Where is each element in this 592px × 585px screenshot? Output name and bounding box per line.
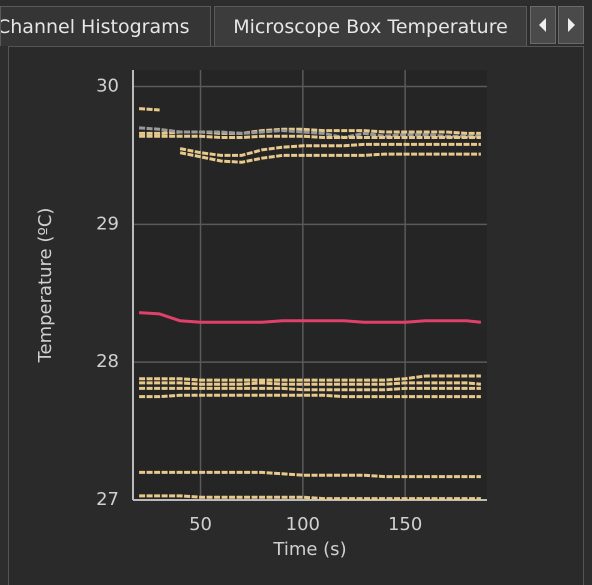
- series-line: [179, 142, 481, 157]
- tab-scroll-left[interactable]: [530, 6, 556, 44]
- tab-label: Microscope Box Temperature: [233, 16, 508, 38]
- arrow-icon: [568, 18, 575, 32]
- tab-scroll-right[interactable]: [558, 6, 584, 44]
- x-tick-label: 50: [189, 514, 212, 535]
- y-tick-label: 29: [96, 213, 119, 234]
- series-line: [139, 393, 481, 399]
- y-tick-label: 27: [96, 489, 119, 510]
- series-line: [138, 126, 481, 139]
- series-line: [138, 107, 160, 112]
- series-line: [139, 134, 481, 139]
- tab-active[interactable]: Microscope Box Temperature: [214, 6, 527, 46]
- series-line: [139, 381, 482, 386]
- x-tick-label: 100: [286, 514, 320, 535]
- tab[interactable]: Channel Histograms: [0, 6, 211, 46]
- series-line: [139, 494, 481, 501]
- tab-label: Channel Histograms: [0, 16, 190, 38]
- series-line: [139, 311, 482, 324]
- series-line: [179, 151, 481, 164]
- series-line: [139, 470, 481, 479]
- y-tick-label: 28: [96, 351, 119, 372]
- series-line: [139, 374, 481, 382]
- y-tick-label: 30: [96, 76, 119, 97]
- x-tick-label: 150: [388, 514, 422, 535]
- arrow-icon: [539, 18, 546, 32]
- series-line: [139, 386, 481, 392]
- y-axis-label: Temperature (ºC): [35, 208, 56, 364]
- x-axis-label: Time (s): [272, 539, 346, 560]
- plot-area: [133, 70, 487, 500]
